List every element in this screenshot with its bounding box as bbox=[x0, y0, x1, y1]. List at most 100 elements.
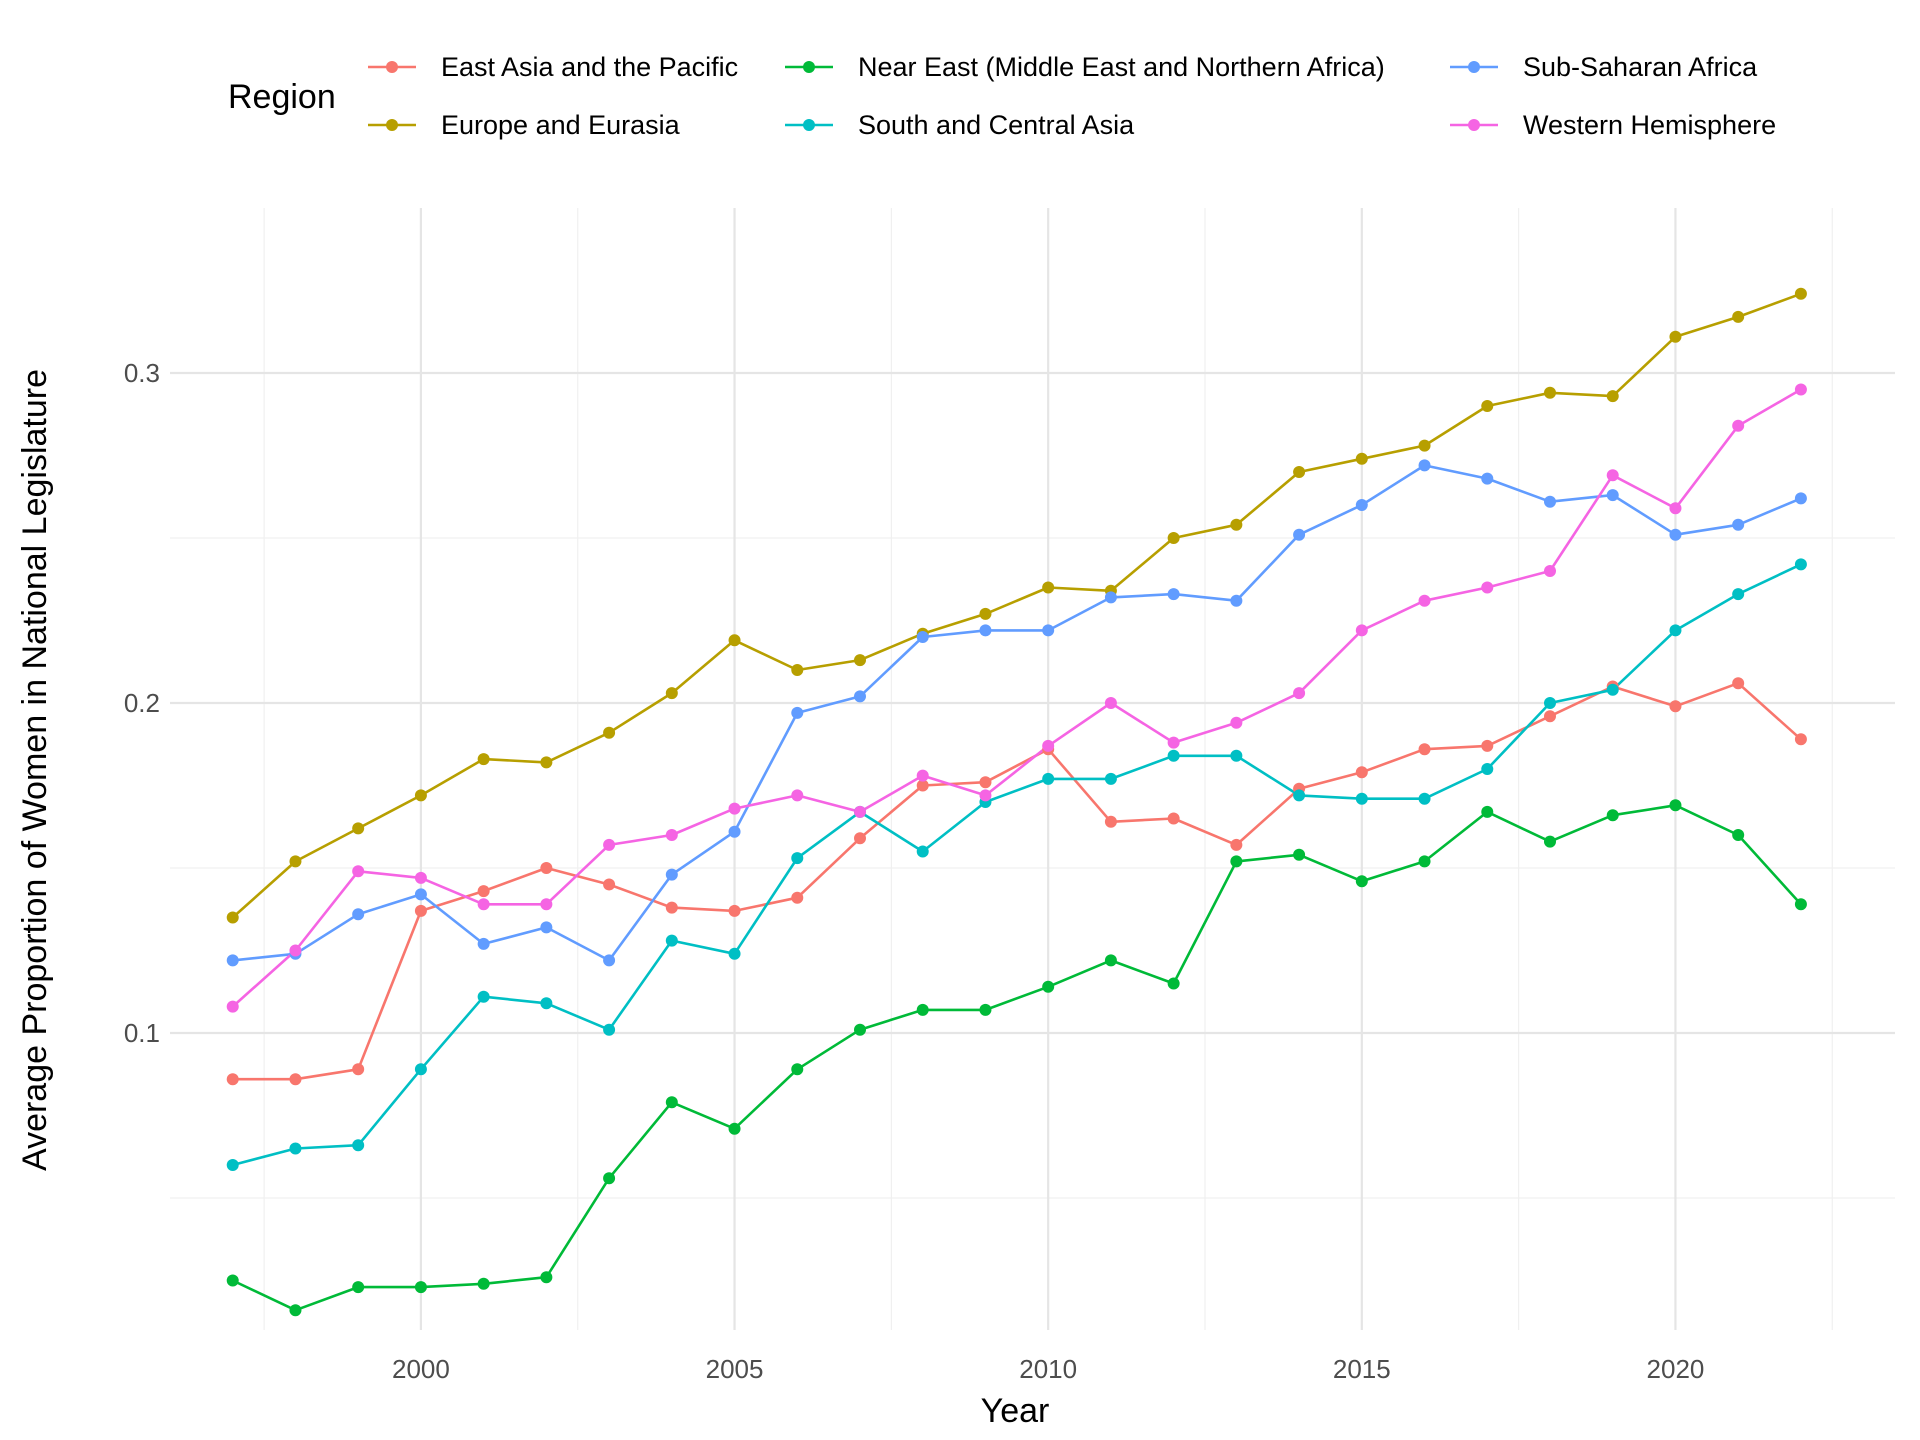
data-point bbox=[1732, 310, 1745, 323]
data-point bbox=[1481, 400, 1494, 412]
x-tick-label: 2010 bbox=[1019, 1354, 1077, 1384]
data-point bbox=[979, 607, 992, 620]
x-axis-label: Year bbox=[981, 1392, 1050, 1430]
legend-label: Sub-Saharan Africa bbox=[1523, 52, 1758, 82]
data-point bbox=[1606, 390, 1619, 403]
data-point bbox=[791, 789, 804, 802]
data-point bbox=[1355, 792, 1368, 805]
data-point bbox=[854, 805, 866, 818]
data-point bbox=[1794, 383, 1807, 396]
legend-key-point bbox=[803, 61, 815, 73]
data-point bbox=[1481, 805, 1494, 818]
data-point bbox=[1230, 518, 1243, 531]
data-point bbox=[979, 624, 992, 637]
data-point bbox=[1042, 581, 1055, 594]
data-point bbox=[1355, 499, 1368, 511]
data-point bbox=[1104, 954, 1117, 967]
data-point bbox=[289, 1073, 302, 1086]
data-point bbox=[289, 1304, 302, 1317]
legend-label: South and Central Asia bbox=[858, 110, 1135, 140]
data-point bbox=[1167, 977, 1180, 990]
data-point bbox=[1606, 469, 1619, 482]
data-point bbox=[1669, 624, 1682, 637]
data-point bbox=[791, 706, 804, 719]
data-point bbox=[477, 937, 490, 950]
data-point bbox=[1606, 489, 1619, 502]
data-point bbox=[1167, 749, 1180, 762]
data-point bbox=[414, 1281, 427, 1294]
data-point bbox=[540, 997, 553, 1010]
data-point bbox=[1481, 472, 1494, 485]
data-point bbox=[603, 838, 616, 851]
data-point bbox=[665, 934, 678, 947]
data-point bbox=[791, 891, 804, 904]
data-point bbox=[1481, 581, 1494, 594]
data-point bbox=[603, 878, 616, 891]
legend-item: South and Central Asia bbox=[785, 110, 1135, 140]
legend-title: Region bbox=[228, 78, 336, 116]
data-point bbox=[1544, 386, 1556, 399]
legend-key-point bbox=[386, 119, 398, 131]
series-line-3 bbox=[232, 563, 1802, 1167]
data-point bbox=[289, 944, 302, 957]
data-point bbox=[540, 862, 553, 874]
data-point bbox=[352, 1281, 365, 1294]
data-point bbox=[1732, 677, 1745, 690]
data-point bbox=[1606, 683, 1619, 696]
data-point bbox=[289, 1142, 302, 1155]
series-line-0 bbox=[232, 681, 1802, 1081]
data-point bbox=[728, 1122, 741, 1135]
data-point bbox=[1042, 772, 1055, 785]
series-line-1 bbox=[231, 292, 1802, 919]
data-point bbox=[665, 829, 678, 841]
y-tick-label: 0.3 bbox=[124, 358, 160, 388]
data-point bbox=[540, 921, 553, 934]
data-point bbox=[1355, 875, 1368, 888]
legend-item: East Asia and the Pacific bbox=[368, 52, 738, 82]
data-point bbox=[226, 911, 239, 924]
data-point bbox=[414, 1063, 427, 1076]
data-point bbox=[352, 865, 365, 878]
data-point bbox=[352, 1139, 365, 1152]
legend-key-point bbox=[803, 119, 815, 131]
data-point bbox=[1732, 588, 1745, 601]
data-point bbox=[665, 1096, 678, 1109]
legend-key-point bbox=[1468, 119, 1480, 131]
data-point bbox=[1355, 452, 1368, 465]
data-point bbox=[916, 779, 929, 792]
data-point bbox=[791, 1063, 804, 1076]
data-point bbox=[1544, 495, 1556, 508]
data-point bbox=[1230, 716, 1243, 729]
data-point bbox=[477, 1277, 490, 1290]
data-point bbox=[1481, 739, 1494, 752]
data-point bbox=[289, 855, 302, 868]
data-point bbox=[1669, 330, 1682, 343]
data-point bbox=[226, 1073, 239, 1086]
series-lines bbox=[231, 292, 1802, 1312]
data-point bbox=[352, 822, 365, 835]
data-point bbox=[540, 1271, 553, 1284]
legend-item: Europe and Eurasia bbox=[368, 110, 681, 140]
data-point bbox=[728, 904, 741, 917]
data-point bbox=[979, 789, 992, 802]
data-point bbox=[854, 832, 866, 845]
series-points bbox=[226, 287, 1807, 1317]
data-point bbox=[854, 1023, 866, 1036]
y-tick-label: 0.2 bbox=[124, 688, 160, 718]
data-point bbox=[728, 947, 741, 960]
data-point bbox=[477, 885, 490, 898]
data-point bbox=[1794, 558, 1807, 571]
data-point bbox=[1418, 792, 1431, 805]
data-point bbox=[1544, 710, 1556, 723]
data-point bbox=[1104, 591, 1117, 604]
legend-label: East Asia and the Pacific bbox=[441, 52, 738, 82]
data-point bbox=[1418, 594, 1431, 607]
data-point bbox=[1669, 799, 1682, 812]
data-point bbox=[1669, 502, 1682, 515]
data-point bbox=[1732, 419, 1745, 432]
data-point bbox=[979, 1003, 992, 1016]
data-point bbox=[1544, 565, 1556, 577]
series-line-4 bbox=[232, 464, 1802, 962]
data-point bbox=[1794, 733, 1807, 746]
